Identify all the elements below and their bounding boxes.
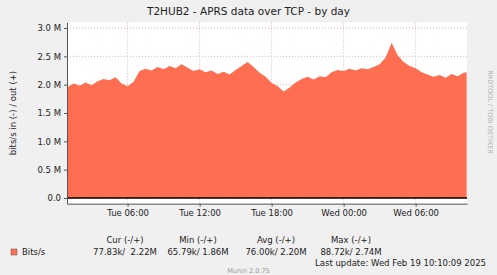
- tick-mark: [64, 198, 67, 199]
- tick-label: 2.5 M: [37, 52, 61, 62]
- tick-mark: [64, 28, 67, 29]
- y-axis: 0.0 0.5 M 1.0 M 1.5 M 2.0 M 2.5 M 3.0 M: [37, 23, 67, 204]
- tick-mark: [64, 56, 67, 57]
- grid-line: [67, 198, 467, 199]
- tick-mark: [200, 204, 201, 207]
- y-tick: 1.5 M: [37, 108, 67, 118]
- legend-header: Min (-/+): [179, 235, 216, 245]
- y-tick: 2.5 M: [37, 52, 67, 62]
- y-tick: 0.5 M: [37, 165, 67, 175]
- tick-label: Tue 12:00: [178, 208, 221, 218]
- grid: [67, 22, 467, 203]
- legend-header: Max (-/+): [331, 235, 371, 245]
- tick-mark: [344, 204, 345, 207]
- legend-value: 76.00k/ 2.20M: [245, 247, 306, 257]
- tick-mark: [416, 204, 417, 207]
- tick-mark: [64, 113, 67, 114]
- legend-header: Cur (-/+): [106, 235, 143, 245]
- watermark: RRDTOOL / TOBI OETIKER: [486, 70, 494, 154]
- legend-header: Avg (-/+): [257, 235, 295, 245]
- tick-label: 1.0 M: [37, 137, 61, 147]
- tick-label: Wed 06:00: [393, 208, 439, 218]
- credit: Munin 2.0.75: [227, 267, 270, 275]
- title: T2HUB2 - APRS data over TCP - by day: [146, 5, 350, 17]
- tick-label: 1.5 M: [37, 108, 61, 118]
- axis-line: [68, 204, 468, 205]
- legend-label: Bits/s: [22, 247, 46, 257]
- x-tick: Tue 18:00: [250, 204, 293, 218]
- data-layer: [67, 43, 467, 198]
- footer: Last update: Wed Feb 19 10:10:09 2025: [315, 258, 486, 268]
- y-tick: 3.0 M: [37, 23, 67, 33]
- tick-label: Tue 18:00: [250, 208, 293, 218]
- axis-line: [67, 23, 68, 204]
- tick-label: 3.0 M: [37, 23, 61, 33]
- plot-area: [67, 22, 467, 203]
- y-tick: 2.0 M: [37, 80, 67, 90]
- area: [68, 43, 467, 198]
- tick-label: Tue 06:00: [106, 208, 149, 218]
- tick-label: 0.0: [47, 193, 61, 203]
- x-tick: Tue 12:00: [178, 204, 221, 218]
- x-axis: Tue 06:00 Tue 12:00 Tue 18:00 Wed 00:00 Wed …: [68, 204, 468, 218]
- legend: Cur (-/+) Min (-/+) Avg (-/+) Max (-/+) Bits…: [11, 235, 382, 257]
- grid-line: [67, 56, 467, 57]
- tick-label: 0.5 M: [37, 165, 61, 175]
- legend-value: 88.72k/ 2.74M: [320, 247, 381, 257]
- background: [0, 0, 497, 275]
- axis-title: bits/s in (-) / out (+): [8, 71, 18, 155]
- tick-mark: [64, 85, 67, 86]
- tick-label: Wed 00:00: [321, 208, 367, 218]
- zero-line: [67, 197, 467, 199]
- x-tick: Wed 00:00: [321, 204, 367, 218]
- legend-value: 65.79k/ 1.86M: [167, 247, 228, 257]
- chart: 0.0 0.5 M 1.0 M 1.5 M 2.0 M 2.5 M 3.0 M Tue 06:…: [0, 0, 497, 275]
- x-tick: Wed 06:00: [393, 204, 439, 218]
- tick-mark: [128, 204, 129, 207]
- tick-mark: [272, 204, 273, 207]
- grid-line: [67, 27, 467, 28]
- legend-swatch: [11, 249, 17, 255]
- tick-mark: [64, 141, 67, 142]
- tick-mark: [64, 170, 67, 171]
- tick-label: 2.0 M: [37, 80, 61, 90]
- y-tick: 1.0 M: [37, 137, 67, 147]
- legend-value: 77.83k/ 2.22M: [93, 247, 157, 257]
- x-tick: Tue 06:00: [106, 204, 149, 218]
- y-tick: 0.0: [47, 193, 67, 203]
